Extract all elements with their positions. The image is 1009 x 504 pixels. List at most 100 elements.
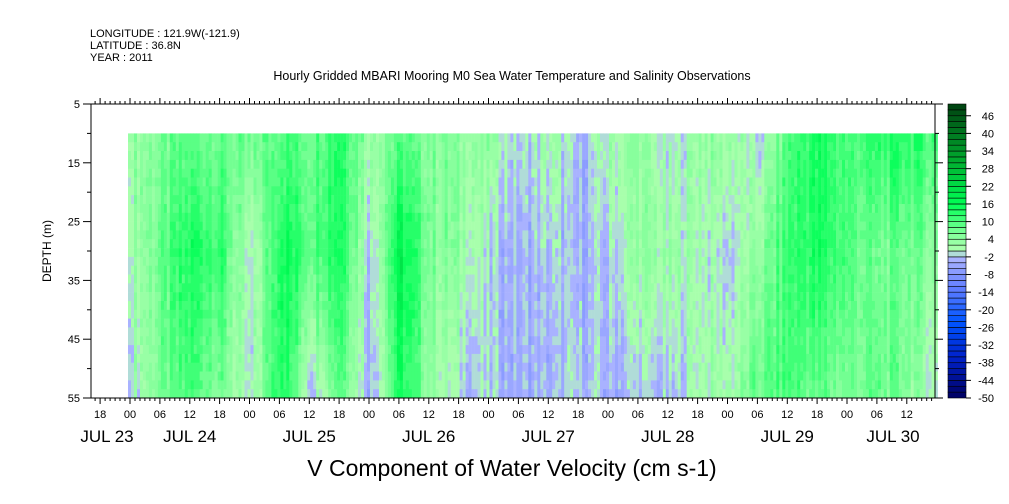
heatmap-cell	[387, 212, 392, 222]
heatmap-cell	[271, 345, 275, 355]
heatmap-cell	[534, 204, 538, 214]
heatmap-cell	[211, 265, 215, 275]
heatmap-cell	[465, 292, 469, 302]
heatmap-cell	[361, 292, 365, 302]
heatmap-cell	[277, 177, 281, 187]
heatmap-cell	[232, 168, 236, 178]
heatmap-cell	[528, 389, 532, 399]
heatmap-cell	[480, 389, 484, 399]
heatmap-cell	[373, 345, 377, 355]
heatmap-cell	[474, 327, 478, 337]
heatmap-cell	[594, 362, 598, 372]
heatmap-cell	[137, 248, 141, 258]
heatmap-cell	[408, 133, 413, 143]
heatmap-cell	[606, 327, 610, 337]
heatmap-cell	[570, 230, 574, 240]
heatmap-cell	[483, 239, 487, 249]
heatmap-cell	[295, 204, 299, 214]
heatmap-cell	[600, 283, 604, 293]
heatmap-cell	[226, 168, 230, 178]
heatmap-cell	[316, 204, 320, 214]
heatmap-cell	[301, 318, 305, 328]
heatmap-cell	[507, 336, 511, 346]
heatmap-cell	[489, 177, 493, 187]
heatmap-cell	[265, 353, 269, 364]
heatmap-cell	[268, 380, 272, 390]
heatmap-cell	[387, 168, 392, 178]
heatmap-cell	[537, 204, 541, 214]
heatmap-cell	[349, 221, 353, 231]
heatmap-cell	[456, 256, 460, 267]
heatmap-cell	[181, 283, 186, 293]
heatmap-cell	[160, 345, 165, 355]
heatmap-cell	[486, 380, 490, 390]
heatmap-cell	[319, 283, 323, 293]
heatmap-cell	[620, 274, 625, 284]
heatmap-cell	[364, 239, 368, 249]
heatmap-cell	[280, 142, 284, 152]
heatmap-cell	[169, 133, 174, 143]
heatmap-cell	[420, 159, 425, 170]
heatmap-cell	[393, 380, 398, 390]
heatmap-cell	[531, 230, 535, 240]
heatmap-cell	[552, 186, 556, 196]
heatmap-cell	[567, 230, 571, 240]
heatmap-cell	[471, 151, 475, 161]
heatmap-cell	[253, 380, 257, 390]
heatmap-cell	[513, 230, 517, 240]
heatmap-cell	[223, 265, 227, 275]
heatmap-cell	[379, 380, 383, 390]
heatmap-cell	[217, 256, 221, 267]
heatmap-cell	[247, 186, 251, 196]
heatmap-cell	[444, 177, 448, 187]
heatmap-cell	[187, 248, 192, 258]
heatmap-cell	[456, 274, 460, 284]
heatmap-cell	[561, 265, 565, 275]
heatmap-cell	[564, 371, 568, 381]
heatmap-cell	[232, 186, 236, 196]
heatmap-cell	[283, 362, 287, 372]
heatmap-cell	[226, 353, 230, 364]
heatmap-cell	[328, 327, 332, 337]
heatmap-cell	[603, 353, 607, 364]
heatmap-cell	[271, 142, 275, 152]
heatmap-cell	[367, 318, 371, 328]
heatmap-cell	[486, 371, 490, 381]
heatmap-cell	[588, 204, 592, 214]
heatmap-cell	[370, 371, 374, 381]
heatmap-cell	[399, 142, 404, 152]
heatmap-cell	[519, 318, 523, 328]
heatmap-cell	[142, 221, 147, 231]
heatmap-cell	[585, 133, 589, 143]
heatmap-cell	[486, 292, 490, 302]
heatmap-cell	[579, 274, 583, 284]
heatmap-cell	[459, 212, 463, 222]
heatmap-cell	[172, 239, 177, 249]
heatmap-cell	[265, 292, 269, 302]
heatmap-cell	[381, 301, 386, 311]
heatmap-cell	[483, 142, 487, 152]
heatmap-cell	[172, 256, 177, 267]
heatmap-cell	[459, 371, 463, 381]
heatmap-cell	[414, 212, 419, 222]
heatmap-cell	[620, 327, 625, 337]
heatmap-cell	[620, 389, 625, 399]
heatmap-cell	[426, 221, 431, 231]
heatmap-cell	[151, 336, 156, 346]
heatmap-cell	[501, 256, 505, 267]
heatmap-cell	[220, 371, 224, 381]
heatmap-cell	[609, 142, 613, 152]
heatmap-cell	[142, 283, 147, 293]
heatmap-cell	[573, 389, 577, 399]
heatmap-cell	[435, 371, 439, 381]
heatmap-cell	[414, 327, 419, 337]
heatmap-cell	[603, 204, 607, 214]
heatmap-cell	[256, 151, 260, 161]
heatmap-cell	[181, 292, 186, 302]
heatmap-cell	[477, 380, 481, 390]
heatmap-cell	[151, 301, 156, 311]
heatmap-cell	[217, 301, 221, 311]
heatmap-cell	[585, 336, 589, 346]
heatmap-cell	[376, 292, 380, 302]
heatmap-cell	[612, 327, 616, 337]
